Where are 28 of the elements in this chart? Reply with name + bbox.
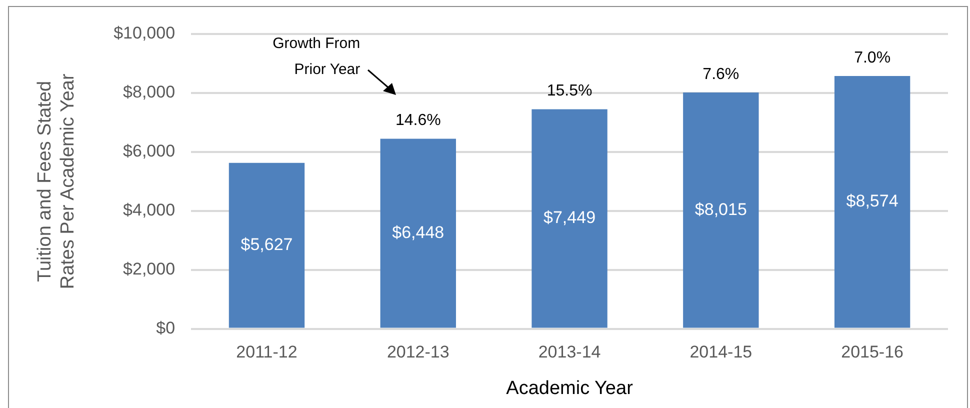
annotation: 7.6% bbox=[702, 66, 740, 83]
data-label: $5,627 bbox=[240, 235, 293, 254]
annotation: Growth From Prior Year bbox=[272, 35, 360, 78]
bar bbox=[228, 162, 305, 328]
y-tick-label: $8,000 bbox=[123, 82, 176, 102]
y-tick-label: $4,000 bbox=[123, 200, 176, 220]
y-tick-label: $2,000 bbox=[123, 260, 176, 279]
bar bbox=[532, 109, 608, 328]
y-axis-title: Tuition and Fees Stated Rates Per Academic Year bbox=[34, 73, 78, 290]
annotation: 14.6% bbox=[395, 112, 441, 130]
annotation: 15.5% bbox=[546, 82, 592, 100]
annotation: 7.0% bbox=[854, 49, 891, 66]
x-tick-label: 2013-14 bbox=[538, 342, 601, 362]
data-label: $8,574 bbox=[846, 192, 898, 211]
data-label: $6,448 bbox=[392, 222, 444, 242]
bar bbox=[380, 138, 456, 328]
x-tick-label: 2014-15 bbox=[690, 342, 752, 362]
x-axis-title: Academic Year bbox=[506, 378, 634, 399]
bar bbox=[834, 76, 910, 328]
data-label: $8,015 bbox=[694, 200, 747, 219]
y-tick-label: $10,000 bbox=[114, 24, 176, 43]
x-tick-label: 2011-12 bbox=[236, 342, 298, 362]
y-tick-label: $6,000 bbox=[123, 142, 176, 161]
y-tick-label: $0 bbox=[156, 318, 176, 338]
x-tick-label: 2015-16 bbox=[841, 342, 904, 362]
bar bbox=[683, 92, 759, 328]
data-label: $7,449 bbox=[544, 208, 596, 228]
x-tick-label: 2012-13 bbox=[386, 342, 450, 362]
